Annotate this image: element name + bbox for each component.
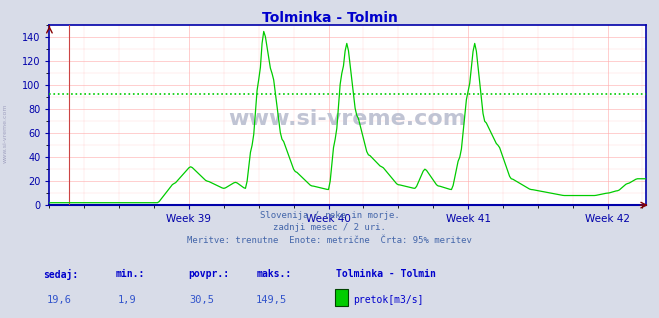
Text: 30,5: 30,5: [190, 295, 215, 305]
Text: zadnji mesec / 2 uri.: zadnji mesec / 2 uri.: [273, 223, 386, 232]
Text: 1,9: 1,9: [118, 295, 136, 305]
Text: Tolminka - Tolmin: Tolminka - Tolmin: [262, 11, 397, 25]
Text: www.si-vreme.com: www.si-vreme.com: [229, 109, 467, 129]
Text: sedaj:: sedaj:: [43, 269, 78, 280]
Text: pretok[m3/s]: pretok[m3/s]: [353, 295, 424, 305]
Text: Slovenija / reke in morje.: Slovenija / reke in morje.: [260, 211, 399, 219]
Text: povpr.:: povpr.:: [188, 269, 229, 279]
Text: www.si-vreme.com: www.si-vreme.com: [3, 104, 8, 163]
Text: 149,5: 149,5: [256, 295, 287, 305]
Text: Tolminka - Tolmin: Tolminka - Tolmin: [336, 269, 436, 279]
Text: Meritve: trenutne  Enote: metrične  Črta: 95% meritev: Meritve: trenutne Enote: metrične Črta: …: [187, 236, 472, 245]
Text: 19,6: 19,6: [47, 295, 72, 305]
Text: maks.:: maks.:: [257, 269, 292, 279]
Text: min.:: min.:: [115, 269, 145, 279]
